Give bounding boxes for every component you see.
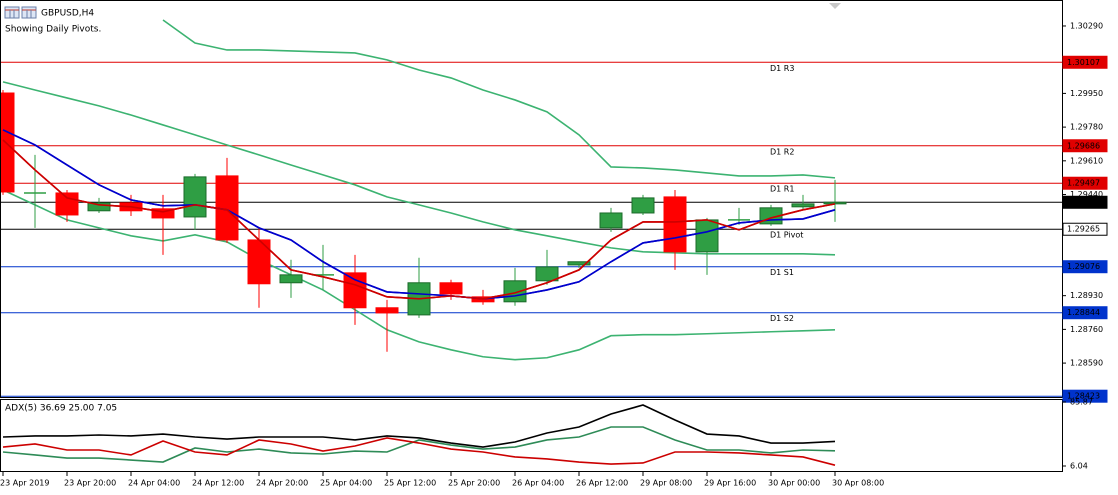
price-box-label: 1.29265 (1067, 225, 1100, 234)
y-tick-label: 1.29610 (1070, 156, 1103, 165)
y-tick-label: 1.28590 (1070, 359, 1103, 368)
indicator-tick-label: 6.04 (1070, 462, 1088, 471)
x-tick-label: 29 Apr 08:00 (640, 479, 692, 488)
price-box (1062, 389, 1108, 403)
indicator-line (2, 81, 836, 256)
indicator-frame (0, 399, 1063, 472)
pivot-label: D1 S1 (770, 268, 794, 277)
x-tick-label: 24 Apr 04:00 (128, 479, 180, 488)
price-box-label: 1.29686 (1067, 141, 1100, 150)
price-box (1062, 139, 1108, 153)
price-box-label: 1.30107 (1067, 58, 1100, 67)
price-box (1062, 176, 1108, 190)
adx-line (2, 426, 836, 463)
indicator-title: ADX(5) 36.69 25.00 7.05 (5, 404, 117, 414)
shift-marker (829, 3, 841, 9)
chart-title: GBPUSD,H4 (41, 9, 94, 19)
price-box (1062, 306, 1108, 320)
x-tick-label: 24 Apr 20:00 (256, 479, 308, 488)
y-tick-label: 1.29780 (1070, 123, 1103, 132)
x-tick-label: 23 Apr 2019 (0, 479, 49, 488)
x-tick-label: 30 Apr 00:00 (768, 479, 820, 488)
candle-body (631, 197, 655, 214)
candle-body (791, 203, 815, 208)
indicator-line (2, 189, 836, 361)
x-tick-label: 26 Apr 04:00 (512, 479, 564, 488)
x-tick-label: 26 Apr 12:00 (576, 479, 628, 488)
x-tick-label: 25 Apr 04:00 (320, 479, 372, 488)
adx-line (2, 404, 836, 448)
moving-average (2, 139, 836, 300)
candle-body (695, 219, 719, 253)
price-box-label: 1.28423 (1067, 392, 1100, 401)
x-tick-label: 29 Apr 16:00 (704, 479, 756, 488)
symbol-icon (4, 6, 37, 19)
candle-body (279, 274, 303, 284)
pivot-label: D1 R1 (770, 185, 794, 194)
candle-body (183, 176, 207, 218)
y-tick-label: 1.28930 (1070, 291, 1103, 300)
candle-body (439, 282, 463, 295)
candle-body (535, 266, 559, 282)
x-tick-label: 24 Apr 12:00 (192, 479, 244, 488)
y-tick-label: 1.29950 (1070, 89, 1103, 98)
price-box (1062, 55, 1108, 69)
price-box (1062, 195, 1108, 209)
candle-body (823, 201, 847, 205)
moving-average (2, 129, 836, 300)
candle-body (55, 192, 79, 216)
indicator-tick-label: 85.87 (1070, 398, 1093, 407)
candle-body (663, 196, 687, 253)
pivot-label: D1 R2 (770, 147, 794, 156)
price-box (1062, 222, 1108, 236)
candle-body (599, 212, 623, 229)
x-tick-label: 30 Apr 08:00 (832, 479, 884, 488)
chart-subtitle: Showing Daily Pivots. (5, 25, 101, 35)
candle-body (0, 92, 15, 193)
indicator-line (162, 19, 836, 179)
pivot-label: D1 R3 (770, 64, 794, 73)
candle-body (375, 307, 399, 314)
plot-area: D1 R3 D1 R2 D1 R1 D1 Pivot D1 S1 D1 S2 (0, 19, 1062, 397)
x-tick-label: 23 Apr 20:00 (64, 479, 116, 488)
candle-body (343, 272, 367, 309)
y-tick-label: 1.28760 (1070, 325, 1103, 334)
y-tick-label: 1.30290 (1070, 21, 1103, 30)
pivot-label: D1 S2 (770, 314, 794, 323)
pivot-label: D1 Pivot (770, 231, 803, 240)
price-box-label: 1.28844 (1067, 308, 1100, 317)
candle-body (567, 261, 591, 266)
adx-line (2, 437, 836, 466)
x-tick-label: 25 Apr 12:00 (384, 479, 436, 488)
price-box-label: 1.29076 (1067, 262, 1100, 271)
candle-body (151, 208, 175, 219)
price-box-label: 1.29401 (1067, 198, 1100, 207)
y-tick-label: 1.29440 (1070, 190, 1103, 199)
x-tick-label: 25 Apr 20:00 (448, 479, 500, 488)
candle-body (503, 280, 527, 303)
price-box-label: 1.29497 (1067, 179, 1100, 188)
candle-body (87, 202, 111, 212)
price-box (1062, 260, 1108, 274)
